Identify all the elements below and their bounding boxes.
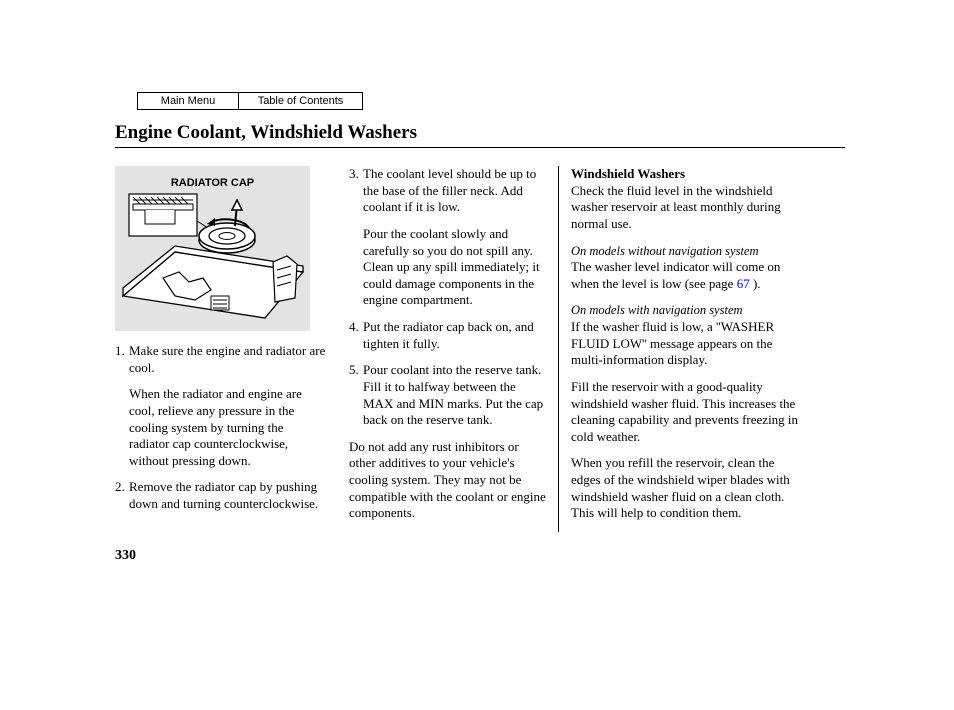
col2-closing: Do not add any rust inhibitors or other … — [349, 439, 546, 522]
column-1: RADIATOR CAP — [115, 166, 337, 532]
step-3-sub: Pour the coolant slowly and carefully so… — [363, 226, 546, 309]
page-link-67[interactable]: 67 — [737, 276, 750, 291]
step-3-number: 3. — [349, 166, 363, 309]
main-menu-button[interactable]: Main Menu — [137, 92, 239, 110]
column-3: Windshield Washers Check the fluid level… — [559, 166, 805, 532]
step-2: 2. Remove the radiator cap by pushing do… — [115, 479, 327, 512]
title-row: Engine Coolant, Windshield Washers — [115, 122, 845, 148]
radiator-cap-figure: RADIATOR CAP — [115, 166, 310, 331]
page-number: 330 — [115, 548, 136, 564]
col3-p4: Fill the reservoir with a good-quality w… — [571, 379, 805, 446]
step-4-number: 4. — [349, 319, 363, 352]
col3-note1: On models without navigation system — [571, 244, 759, 258]
col3-p2b: ). — [750, 276, 761, 291]
step-2-number: 2. — [115, 479, 129, 512]
step-4: 4. Put the radiator cap back on, and tig… — [349, 319, 546, 352]
step-5: 5. Pour coolant into the reserve tank. F… — [349, 362, 546, 429]
col3-p5: When you refill the reservoir, clean the… — [571, 455, 805, 522]
step-1: 1. Make sure the engine and radiator are… — [115, 343, 327, 469]
column-2: 3. The coolant level should be up to the… — [337, 166, 559, 532]
col3-p1: Check the fluid level in the windshield … — [571, 183, 781, 231]
page-title: Engine Coolant, Windshield Washers — [115, 122, 845, 144]
step-1-text: Make sure the engine and radiator are co… — [129, 343, 325, 375]
step-1-number: 1. — [115, 343, 129, 469]
step-5-text: Pour coolant into the reserve tank. Fill… — [363, 362, 546, 429]
col3-p3: If the washer fluid is low, a ''WASHER F… — [571, 319, 774, 367]
figure-label: RADIATOR CAP — [115, 176, 310, 190]
step-1-sub: When the radiator and engine are cool, r… — [129, 386, 327, 469]
step-5-number: 5. — [349, 362, 363, 429]
step-4-text: Put the radiator cap back on, and tighte… — [363, 319, 546, 352]
step-3: 3. The coolant level should be up to the… — [349, 166, 546, 309]
col3-note2: On models with navigation system — [571, 303, 743, 317]
windshield-heading: Windshield Washers — [571, 166, 685, 181]
step-3-text: The coolant level should be up to the ba… — [363, 166, 536, 214]
toc-button[interactable]: Table of Contents — [239, 92, 363, 110]
step-2-text: Remove the radiator cap by pushing down … — [129, 479, 327, 512]
nav-buttons: Main Menu Table of Contents — [137, 92, 845, 110]
